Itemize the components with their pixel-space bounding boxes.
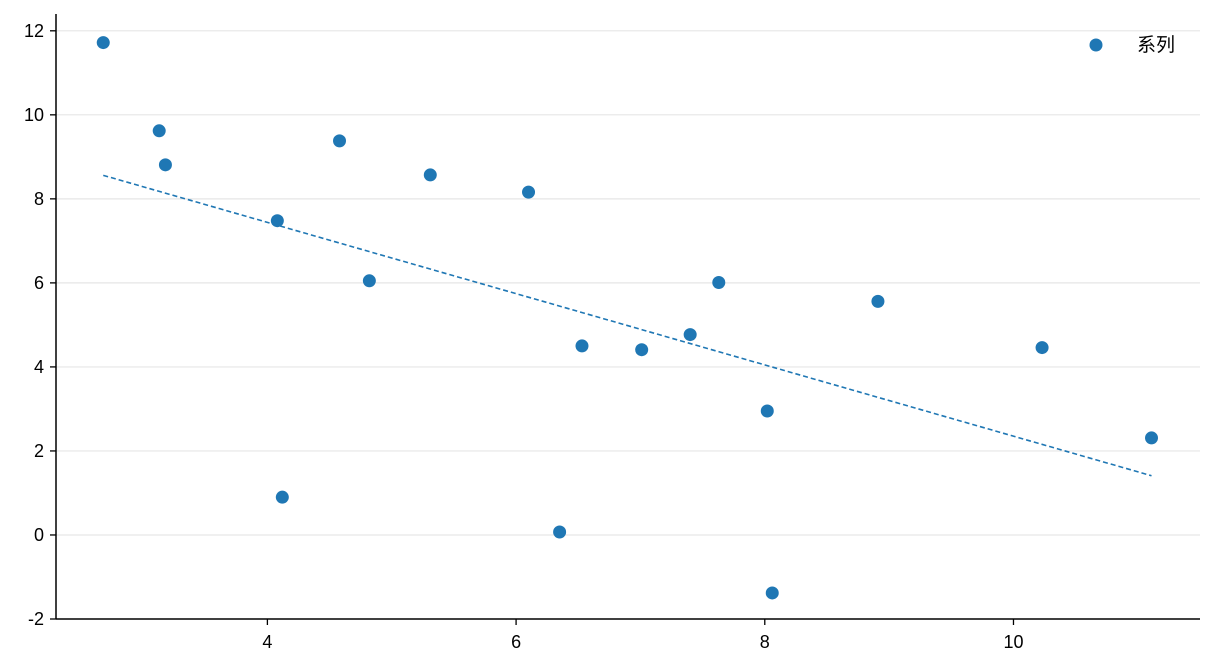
data-point (158, 158, 172, 172)
y-tick-label: 0 (34, 525, 44, 545)
x-tick-label: 6 (511, 632, 521, 652)
data-point (423, 168, 437, 182)
data-point (765, 586, 779, 600)
grid-lines (56, 30, 1200, 536)
y-axis-ticks: -2 0 2 4 6 8 10 12 (24, 21, 56, 629)
legend-marker (1089, 38, 1103, 52)
data-point (333, 134, 347, 148)
y-tick-label: 2 (34, 441, 44, 461)
trendline-group (103, 174, 1152, 477)
data-point (683, 328, 697, 342)
x-tick-label: 4 (262, 632, 272, 652)
data-point (635, 343, 649, 357)
data-point (760, 404, 774, 418)
data-point (712, 275, 726, 289)
data-point (362, 274, 376, 288)
trendline (103, 174, 1152, 477)
data-point (96, 36, 110, 50)
data-point (575, 339, 589, 353)
y-tick-label: 12 (24, 21, 44, 41)
data-point (871, 294, 885, 308)
y-tick-label: 8 (34, 189, 44, 209)
data-point (275, 490, 289, 504)
data-point (1145, 431, 1159, 445)
y-tick-label: 10 (24, 105, 44, 125)
data-point (152, 124, 166, 138)
x-axis-ticks: 4 6 8 10 (262, 619, 1023, 652)
x-tick-label: 8 (760, 632, 770, 652)
x-tick-label: 10 (1003, 632, 1023, 652)
data-points (96, 36, 1159, 600)
axes (55, 14, 1200, 620)
y-tick-label: -2 (28, 609, 44, 629)
y-tick-label: 6 (34, 273, 44, 293)
data-point (270, 214, 284, 228)
legend-label: 系列 (1137, 34, 1175, 56)
legend: 系列 (1089, 34, 1175, 56)
data-point (522, 185, 536, 199)
data-point (553, 525, 567, 539)
data-point (1035, 341, 1049, 355)
y-tick-label: 4 (34, 357, 44, 377)
